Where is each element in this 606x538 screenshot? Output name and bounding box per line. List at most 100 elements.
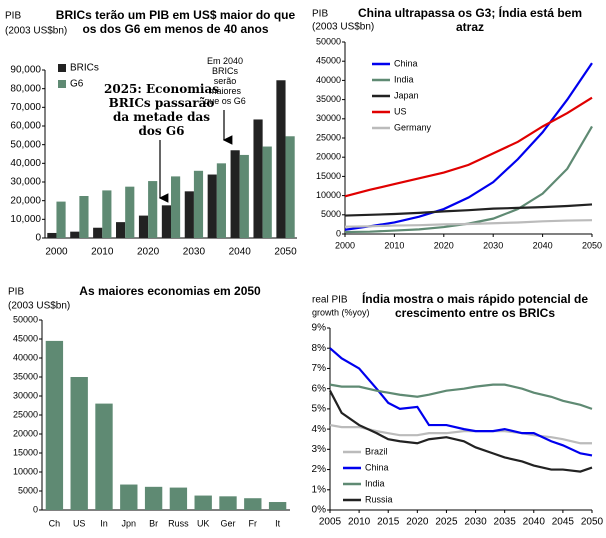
bar [219, 496, 237, 510]
y-label-sub: (2003 US$bn) [5, 26, 67, 37]
y-label-sub: (2003 US$bn) [8, 301, 70, 312]
y-label: PIB [312, 9, 328, 20]
x-tick-label: Br [149, 518, 158, 528]
bar [193, 170, 204, 238]
bar [144, 486, 163, 510]
bar [194, 495, 212, 510]
bar [244, 498, 262, 510]
bar [262, 146, 272, 238]
y-label: PIB [5, 11, 21, 22]
y-tick-label: 40000 [316, 75, 341, 85]
y-tick-label: 9% [312, 323, 327, 334]
line [329, 383, 593, 410]
x-tick-label: UK [197, 518, 210, 528]
x-tick-label: 2010 [384, 240, 404, 250]
x-tick-label: 2050 [582, 240, 602, 250]
y-tick-label: 20000 [13, 428, 38, 438]
bar [95, 403, 113, 510]
annotation: 2025: Economias BRICs passarão da metade… [104, 82, 219, 138]
y-tick-label: 3% [312, 444, 327, 455]
y-tick-label: 10,000 [10, 214, 41, 225]
y-tick-label: 0 [35, 233, 41, 244]
x-tick-label: 2020 [406, 517, 429, 528]
legend-label: Russia [365, 494, 393, 504]
bar [93, 227, 103, 238]
y-tick-label: 35000 [316, 94, 341, 104]
y-tick-label: 5% [312, 404, 327, 415]
legend-label: BRICs [70, 63, 99, 74]
y-tick-label: 15000 [316, 171, 341, 181]
legend-label: India [394, 74, 414, 84]
y-tick-label: 50000 [13, 314, 38, 324]
x-tick-label: 2010 [91, 247, 114, 258]
legend-label: Japan [394, 90, 419, 100]
x-tick-label: It [275, 518, 281, 528]
x-tick-label: Fr [249, 518, 258, 528]
bar [70, 231, 80, 238]
y-tick-label: 0 [336, 228, 341, 238]
y-tick-label: 5000 [321, 209, 341, 219]
line [329, 423, 592, 445]
x-tick-label: Jpn [122, 518, 137, 528]
legend-label: China [365, 462, 389, 472]
y-tick-label: 30,000 [10, 177, 41, 188]
legend-label: Germany [394, 122, 432, 132]
bar [268, 502, 287, 510]
x-tick-label: 2040 [533, 240, 553, 250]
line [344, 62, 593, 231]
bar [120, 484, 138, 510]
bar [253, 119, 263, 238]
line [329, 390, 593, 473]
x-tick-label: Ger [220, 518, 235, 528]
x-tick-label: In [100, 518, 108, 528]
line [344, 219, 593, 228]
chart-title: Índia mostra o mais rápido potencial de … [361, 292, 589, 320]
chart-title: China ultrapassa os G3; Índia está bem a… [357, 6, 583, 34]
x-tick-label: 2050 [581, 517, 604, 528]
bar [102, 190, 112, 238]
bar [207, 174, 217, 238]
legend-label: China [394, 58, 418, 68]
y-tick-label: 90,000 [10, 65, 41, 76]
y-tick-label: 40,000 [10, 158, 41, 169]
x-tick-label: 2045 [552, 517, 575, 528]
chart-title: BRICs terão um PIB em US$ maior do que o… [55, 8, 296, 36]
chart-title: As maiores economias em 2050 [79, 284, 261, 298]
line [344, 203, 593, 217]
y-tick-label: 10000 [13, 466, 38, 476]
x-tick-label: 2005 [319, 517, 342, 528]
x-tick-label: 2020 [434, 240, 454, 250]
y-tick-label: 2% [312, 464, 327, 475]
bar [285, 136, 295, 238]
y-tick-label: 0 [33, 504, 38, 514]
y-label-sub: (2003 US$bn) [312, 22, 374, 33]
y-tick-label: 0% [312, 505, 327, 516]
bar [169, 487, 188, 510]
y-tick-label: 50,000 [10, 139, 41, 150]
x-tick-label: 2050 [274, 247, 297, 258]
y-tick-label: 15000 [13, 447, 38, 457]
y-tick-label: 20,000 [10, 195, 41, 206]
x-tick-label: US [73, 518, 86, 528]
y-tick-label: 45000 [13, 333, 38, 343]
bar [45, 340, 64, 510]
x-tick-label: 2020 [137, 247, 160, 258]
x-tick-label: 2040 [523, 517, 546, 528]
x-tick-label: 2040 [229, 247, 252, 258]
y-tick-label: 60,000 [10, 121, 41, 132]
bar [79, 196, 89, 238]
bar [70, 377, 88, 510]
y-tick-label: 25000 [316, 132, 341, 142]
y-tick-label: 8% [312, 343, 327, 354]
y-tick-label: 5000 [18, 485, 38, 495]
x-tick-label: 2015 [377, 517, 400, 528]
legend-label: Brazil [365, 446, 388, 456]
bar [239, 154, 249, 238]
y-tick-label: 45000 [316, 56, 341, 66]
bar [148, 181, 158, 238]
y-tick-label: 70,000 [10, 102, 41, 113]
line [344, 125, 593, 234]
y-tick-label: 80,000 [10, 83, 41, 94]
